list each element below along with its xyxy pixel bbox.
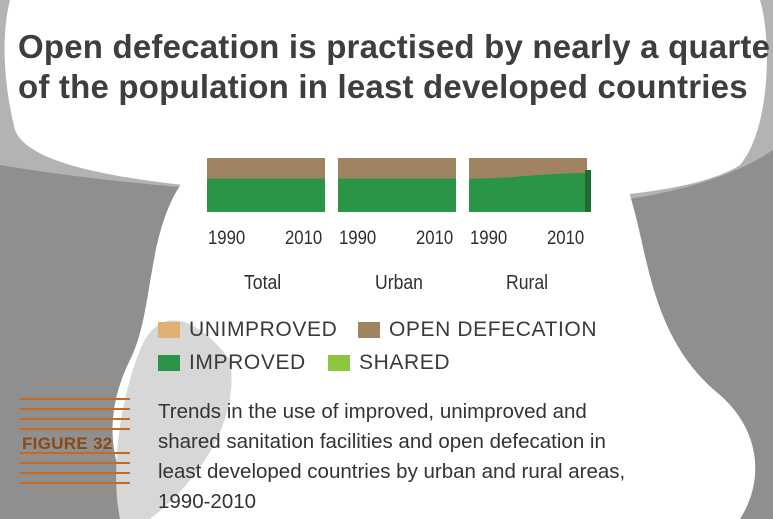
x-tick-label: 1990	[339, 228, 377, 249]
legend-swatch	[158, 355, 180, 371]
caption-line: Trends in the use of improved, unimprove…	[158, 400, 587, 423]
group-label-rural: Rural	[506, 272, 549, 294]
legend-item-unimproved: UNIMPROVED	[158, 318, 337, 342]
chart-cloud	[112, 144, 756, 519]
x-tick-label: 1990	[208, 228, 246, 249]
legend-label: UNIMPROVED	[189, 318, 338, 341]
x-tick-label: 2010	[416, 228, 454, 249]
area-urban-improved	[338, 178, 456, 212]
figure-number: FIGURE 32	[22, 434, 113, 453]
legend-swatch	[328, 355, 350, 371]
legend-label: OPEN DEFECATION	[389, 318, 598, 341]
figure-caption: Trends in the use of improved, unimprove…	[158, 397, 768, 517]
group-label-total: Total	[244, 272, 282, 294]
legend-swatch	[358, 322, 380, 338]
x-tick-label: 2010	[285, 228, 323, 249]
legend-label: IMPROVED	[189, 351, 306, 374]
x-tick-label: 2010	[547, 228, 585, 249]
cloud-fold	[116, 320, 232, 519]
legend-label: SHARED	[359, 351, 451, 374]
caption-line: shared sanitation facilities and open de…	[158, 430, 606, 453]
area-rural-edge	[585, 170, 591, 212]
chart-title-line-1: Open defecation is practised by nearly a…	[18, 28, 771, 65]
legend-item-improved: IMPROVED	[158, 351, 306, 375]
legend-item-shared: SHARED	[328, 351, 450, 375]
legend-item-open-defecation: OPEN DEFECATION	[358, 318, 597, 342]
x-tick-label: 1990	[470, 228, 508, 249]
title-cloud	[4, 0, 767, 202]
group-label-urban: Urban	[375, 272, 423, 294]
area-rural-improved	[469, 173, 587, 212]
chart-title-line-2: of the population in least developed cou…	[18, 68, 748, 105]
legend-swatch	[158, 322, 180, 338]
caption-line: 1990-2010	[158, 490, 257, 513]
caption-line: least developed countries by urban and r…	[158, 460, 626, 483]
area-total-improved	[207, 178, 325, 212]
figure-stripes	[20, 398, 130, 492]
